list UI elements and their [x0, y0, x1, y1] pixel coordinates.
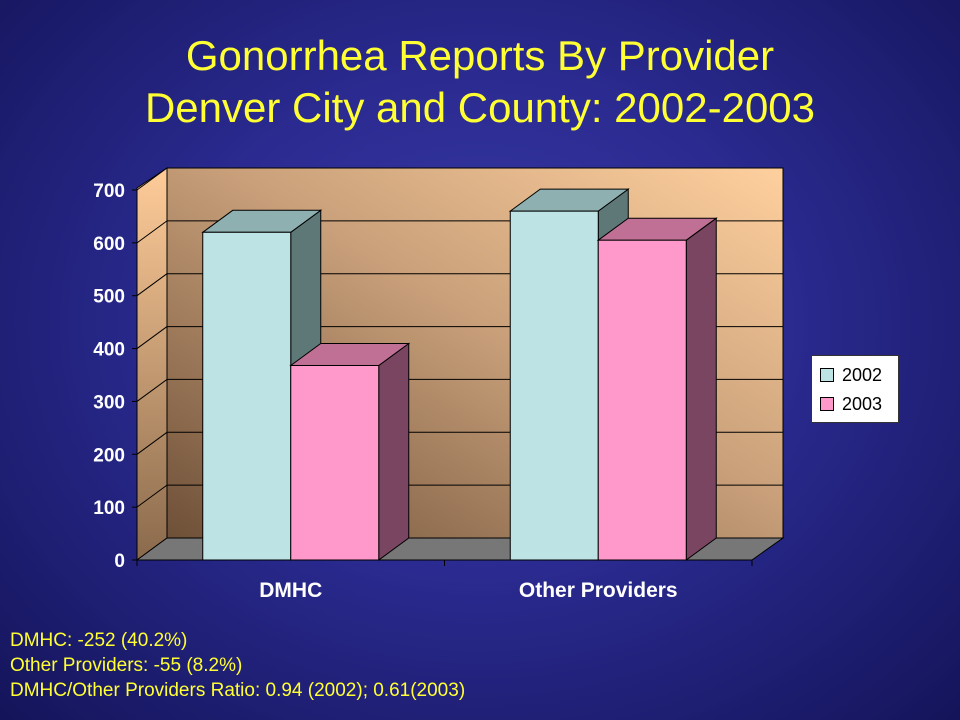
legend-swatch-2003 [820, 397, 834, 411]
legend-label-2002: 2002 [842, 364, 883, 385]
note-ratio: DMHC/Other Providers Ratio: 0.94 (2002);… [10, 680, 466, 701]
chart-subtitle: Denver City and County: 2002-2003 [144, 84, 816, 131]
bar-dmhc-2003 [290, 364, 380, 561]
x-tick-label: DMHC [259, 579, 322, 602]
legend-item-2003: 2003 [820, 393, 882, 415]
bar-other-providers-2003 [597, 239, 687, 561]
y-tick-label: 300 [93, 392, 125, 413]
chart-legend: 2002 2003 [811, 355, 899, 423]
note-other-providers: Other Providers: -55 (8.2%) [10, 655, 243, 676]
y-tick-label: 500 [93, 287, 125, 308]
note-dmhc: DMHC: -252 (40.2%) [10, 630, 188, 651]
bar-dmhc-2002 [202, 231, 292, 561]
gridline-side [136, 431, 168, 455]
chart-title: Gonorrhea Reports By Provider [185, 32, 775, 79]
y-tick-label: 0 [114, 551, 125, 572]
legend-swatch-2002 [820, 368, 834, 382]
chart-title-block: Gonorrhea Reports By Provider Denver Cit… [0, 30, 960, 134]
y-tick-label: 100 [93, 498, 125, 519]
legend-item-2002: 2002 [820, 364, 882, 386]
chart-notes: DMHC: -252 (40.2%) Other Providers: -55 … [10, 628, 465, 703]
gridline-side [136, 326, 168, 349]
bar-other-providers-2002 [509, 210, 599, 561]
gridline-side [136, 273, 168, 297]
y-tick-label: 200 [93, 445, 125, 466]
chart-side-wall [136, 167, 168, 561]
bar-side-other-providers-2003 [685, 217, 717, 561]
gridline-side [136, 484, 168, 508]
gridline-side [136, 379, 168, 402]
gridline-side [136, 220, 168, 244]
gridline-side [136, 167, 168, 191]
bar-side-dmhc-2003 [378, 342, 410, 561]
y-tick-label: 400 [93, 340, 125, 361]
y-tick-label: 600 [93, 234, 125, 255]
legend-label-2003: 2003 [842, 393, 883, 414]
x-tick-label: Other Providers [519, 579, 678, 602]
y-tick-label: 700 [93, 181, 125, 202]
